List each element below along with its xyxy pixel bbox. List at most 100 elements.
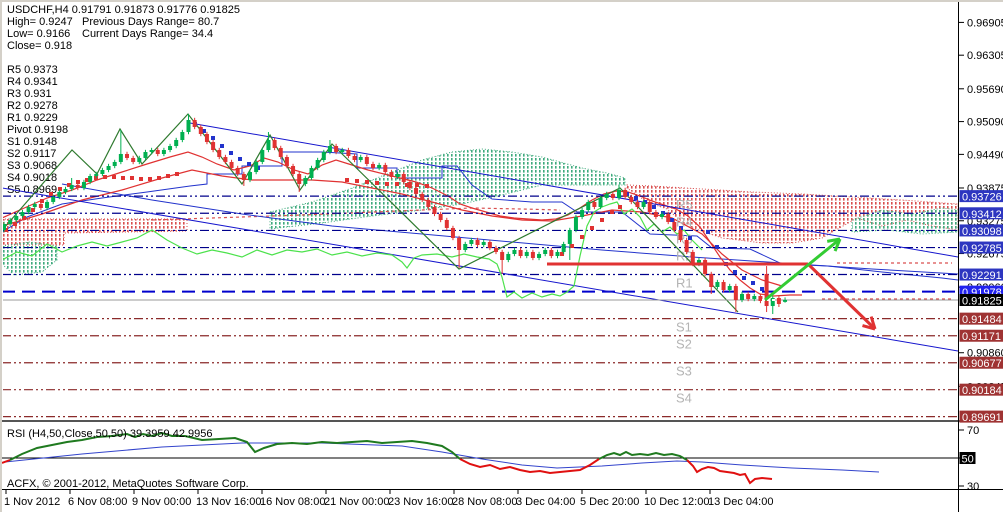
ichimoku-cloud bbox=[269, 148, 626, 230]
time-axis-label: 28 Nov 08:00 bbox=[452, 496, 517, 508]
candle-body bbox=[229, 161, 234, 168]
time-axis-label: 5 Dec 20:00 bbox=[580, 496, 639, 508]
candle-body bbox=[278, 147, 283, 157]
pivot-list-item: R1 0.9229 bbox=[7, 112, 58, 124]
trend-dot bbox=[139, 177, 143, 181]
time-axis-label: 3 Dec 04:00 bbox=[516, 496, 575, 508]
candle-body bbox=[346, 150, 351, 157]
price-badge bbox=[959, 329, 1003, 342]
candle-body bbox=[112, 161, 117, 167]
price-badge-label: 0.93726 bbox=[962, 192, 1002, 204]
trend-dot bbox=[130, 176, 134, 180]
arrow-head bbox=[826, 237, 841, 243]
rsi-signal-line bbox=[4, 442, 880, 473]
price-badge-label: 0.92785 bbox=[962, 243, 1002, 255]
price-axis-label: 0.94490 bbox=[967, 149, 1003, 161]
candle-body bbox=[426, 199, 431, 207]
candle-body bbox=[321, 152, 326, 160]
candle-body bbox=[776, 297, 781, 304]
trend-dot bbox=[121, 176, 125, 180]
price-badge-label: 0.91171 bbox=[962, 331, 1001, 343]
close-label: Close= 0.918 bbox=[7, 40, 72, 52]
candle-body bbox=[3, 223, 6, 230]
bullish-scenario-arrow bbox=[764, 237, 841, 302]
candle-body bbox=[383, 164, 388, 173]
trend-dot bbox=[733, 270, 737, 274]
price-axis: 0.969050.963050.956900.950900.944900.938… bbox=[958, 17, 1003, 493]
candle-body bbox=[561, 243, 566, 252]
arrow-head bbox=[833, 238, 842, 252]
candle-body bbox=[567, 230, 572, 244]
candle-body bbox=[709, 273, 714, 287]
ma-red-line bbox=[3, 169, 783, 287]
candle-body bbox=[580, 210, 585, 217]
time-axis-label: 10 Dec 12:00 bbox=[644, 496, 709, 508]
rsi-level-label: 70 bbox=[967, 425, 979, 437]
trend-dot bbox=[22, 216, 26, 220]
candle-body bbox=[291, 166, 296, 174]
senkou-dashed-lines bbox=[151, 207, 952, 300]
price-badge-label: 0.91825 bbox=[962, 296, 1002, 308]
trend-dot bbox=[148, 177, 152, 181]
trend-dot bbox=[395, 182, 399, 186]
candle-body bbox=[161, 150, 166, 154]
price-badge bbox=[959, 312, 1003, 325]
candle-body bbox=[512, 250, 517, 254]
candle-body bbox=[764, 273, 769, 307]
candle-body bbox=[180, 132, 185, 140]
candle-body bbox=[334, 146, 339, 153]
price-badge bbox=[959, 241, 1003, 254]
copyright-label: ACFX, © 2001-2012, MetaQuotes Software C… bbox=[7, 478, 249, 490]
pivot-name-label: S3 bbox=[676, 364, 692, 379]
trend-dot bbox=[365, 180, 369, 184]
candle-body bbox=[118, 153, 123, 162]
candle-body bbox=[537, 253, 542, 258]
rsi-line-red bbox=[686, 459, 773, 485]
time-axis-label: 9 Nov 00:00 bbox=[132, 496, 191, 508]
kijun-line bbox=[3, 151, 958, 281]
candle-body bbox=[438, 213, 443, 220]
pivot-list-item: R4 0.9341 bbox=[7, 76, 58, 88]
candle-body bbox=[352, 156, 357, 160]
candle-body bbox=[192, 120, 197, 127]
candle-body bbox=[217, 150, 222, 157]
pivot-name-label: S2 bbox=[676, 337, 692, 352]
candle-body bbox=[75, 184, 80, 188]
trend-dot bbox=[103, 175, 107, 179]
price-axis-label: 0.96905 bbox=[967, 17, 1003, 29]
candle-body bbox=[530, 251, 535, 258]
trend-dot bbox=[610, 210, 614, 214]
candle-body bbox=[149, 150, 154, 153]
price-badge-label: 0.92291 bbox=[962, 270, 1002, 282]
candle-body bbox=[155, 150, 160, 154]
candle-body bbox=[371, 163, 375, 168]
candle-body bbox=[401, 173, 406, 182]
candle-body bbox=[174, 140, 179, 147]
pivot-list-item: R3 0.931 bbox=[7, 88, 52, 100]
trend-dot bbox=[751, 281, 755, 285]
candle-body bbox=[364, 156, 369, 164]
candle-body bbox=[137, 157, 142, 162]
candle-body bbox=[469, 240, 474, 244]
candle-body bbox=[475, 240, 480, 245]
high-label: High= 0.9247 bbox=[7, 16, 73, 28]
pivot-list-item: R2 0.9278 bbox=[7, 100, 58, 112]
candle-body bbox=[444, 220, 449, 228]
candle-body bbox=[494, 247, 498, 252]
price-badge-label: 0.93412 bbox=[962, 209, 1002, 221]
arrow-head bbox=[862, 324, 876, 331]
trend-dot bbox=[405, 183, 409, 187]
trend-dot bbox=[742, 276, 746, 280]
trend-dot bbox=[13, 222, 17, 226]
candle-body bbox=[549, 250, 554, 257]
candle-body bbox=[45, 201, 50, 208]
trend-dot bbox=[580, 235, 584, 239]
previous-range-label: Previous Days Range= 80.7 bbox=[82, 16, 219, 28]
candle-body bbox=[420, 193, 425, 200]
trend-dot bbox=[706, 230, 710, 234]
candle-body bbox=[660, 213, 665, 217]
candle-body bbox=[727, 286, 732, 290]
